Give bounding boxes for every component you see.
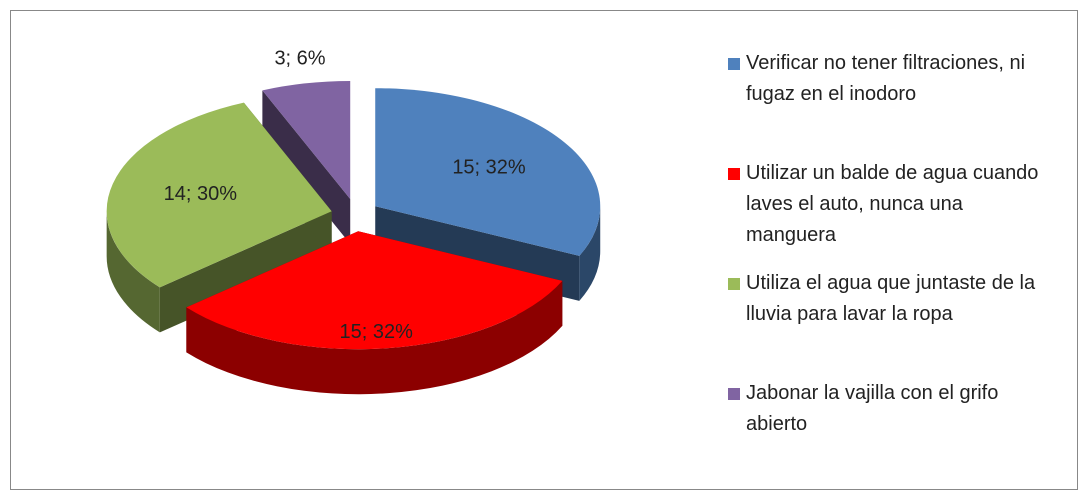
legend-swatch xyxy=(728,278,740,290)
legend-label: Utilizar un balde de agua cuando laves e… xyxy=(746,162,1039,246)
slice xyxy=(186,231,563,395)
slice xyxy=(262,80,351,244)
slice-top xyxy=(106,102,332,288)
legend-entry: Utilizar un balde de agua cuando laves e… xyxy=(728,158,1058,268)
slice-wall xyxy=(186,280,563,395)
pie-area: 15; 32% 15; 32% 14; 30% 3; 6% xyxy=(106,48,601,395)
legend-swatch xyxy=(728,168,740,180)
legend-swatch xyxy=(728,388,740,400)
legend-label: Jabonar la vajilla con el grifo abierto xyxy=(746,382,999,435)
legend-label: Verificar no tener filtraciones, ni fuga… xyxy=(746,52,1026,105)
data-label: 3; 6% xyxy=(274,48,325,70)
slice-top xyxy=(186,231,563,350)
legend-entry: Verificar no tener filtraciones, ni fuga… xyxy=(728,48,1058,158)
slice-top xyxy=(262,80,351,199)
legend: Verificar no tener filtraciones, ni fuga… xyxy=(728,48,1058,488)
legend-label: Utiliza el agua que juntaste de la lluvi… xyxy=(746,272,1036,325)
legend-swatch xyxy=(728,58,740,70)
data-label: 15; 32% xyxy=(339,321,413,343)
slice-top xyxy=(375,88,601,256)
data-label: 15; 32% xyxy=(452,156,526,178)
slice-wall xyxy=(106,211,160,333)
legend-entry: Utiliza el agua que juntaste de la lluvi… xyxy=(728,268,1058,378)
slice-side xyxy=(262,90,351,244)
legend-entry: Jabonar la vajilla con el grifo abierto xyxy=(728,378,1058,488)
data-label: 14; 30% xyxy=(164,183,238,205)
slice-wall xyxy=(579,206,601,301)
chart-frame xyxy=(10,10,1078,490)
